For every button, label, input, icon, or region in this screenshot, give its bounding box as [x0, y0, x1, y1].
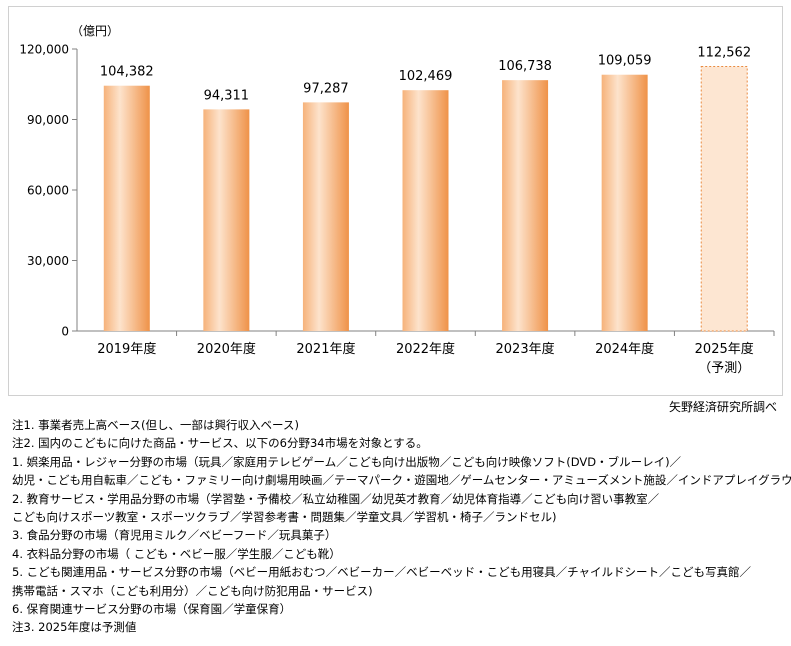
note-line: 携帯電話・スマホ（こども利用分）／こども向け防犯用品・サービス) — [12, 583, 373, 598]
note-line: 1. 娯楽用品・レジャー分野の市場（玩具／家庭用テレビゲーム／こども向け出版物／… — [12, 454, 682, 469]
bar-value-label: 104,382 — [100, 65, 154, 80]
note-line: 6. 保育関連サービス分野の市場（保育園／学童保育） — [12, 602, 292, 617]
y-unit-label: （億円） — [71, 24, 119, 38]
x-tick-label: 2021年度 — [296, 341, 355, 357]
x-tick-label: 2023年度 — [496, 341, 555, 357]
source-credit: 矢野経済研究所調べ — [668, 400, 777, 414]
bar-value-label: 97,287 — [303, 81, 349, 96]
note-line: 注1. 事業者売上高ベース(但し、一部は興行収入ベース) — [12, 418, 299, 432]
y-tick-label: 0 — [61, 325, 69, 339]
bar — [203, 109, 250, 332]
x-tick-label: 2025年度 — [695, 341, 754, 357]
bar-chart: （億円） 0 30,000 60,000 90,000 120,000 104,382 201… — [19, 24, 775, 376]
bar — [302, 102, 349, 331]
x-tick-label: 2019年度 — [97, 341, 156, 357]
bar-value-label: 109,059 — [598, 54, 652, 69]
y-tick-label: 90,000 — [27, 113, 69, 127]
note-line: 注2. 国内のこどもに向けた商品・サービス、以下の6分野34市場を対象とする。 — [12, 436, 428, 451]
bar-value-label: 94,311 — [204, 88, 250, 103]
bar-forecast — [700, 65, 748, 332]
bar-value-label: 112,562 — [697, 45, 751, 60]
bar — [502, 80, 549, 331]
x-tick-sublabel: （予測） — [698, 361, 750, 376]
y-tick-label: 30,000 — [27, 254, 69, 268]
y-tick-label: 60,000 — [27, 184, 69, 198]
note-line: 幼児・こども用自転車／こども・ファミリー向け劇場用映画／テーマパーク・遊園地／ゲ… — [12, 473, 791, 488]
chart-frame: （億円） 0 30,000 60,000 90,000 120,000 104,382 201… — [8, 6, 783, 396]
x-tick-label: 2022年度 — [396, 341, 455, 357]
x-tick-label: 2024年度 — [595, 341, 654, 357]
bar — [103, 85, 150, 331]
bar-value-label: 106,738 — [498, 59, 552, 74]
note-line: 2. 教育サービス・学用品分野の市場（学習塾・予備校／私立幼稚園／幼児英才教育／… — [12, 491, 660, 506]
note-line: 4. 衣料品分野の市場（ こども・ベビー服／学生服／こども靴） — [12, 546, 341, 561]
note-line: こども向けスポーツ教室・スポーツクラブ／学習参考書・問題集／学童文具／学習机・椅… — [12, 510, 557, 525]
notes: 注1. 事業者売上高ベース(但し、一部は興行収入ベース) 注2. 国内のこどもに… — [12, 416, 791, 637]
note-line: 注3. 2025年度は予測値 — [12, 620, 137, 635]
bar-value-label: 102,469 — [399, 69, 453, 84]
note-line: 3. 食品分野の市場（育児用ミルク／ベビーフード／玩具菓子） — [12, 528, 337, 543]
x-tick-label: 2020年度 — [197, 341, 256, 357]
bar — [601, 74, 648, 331]
y-tick-label: 120,000 — [19, 43, 69, 57]
bar — [402, 90, 449, 332]
note-line: 5. こども関連用品・サービス分野の市場（ベビー用紙おむつ／ベビーカー／ベビーベ… — [12, 565, 752, 580]
